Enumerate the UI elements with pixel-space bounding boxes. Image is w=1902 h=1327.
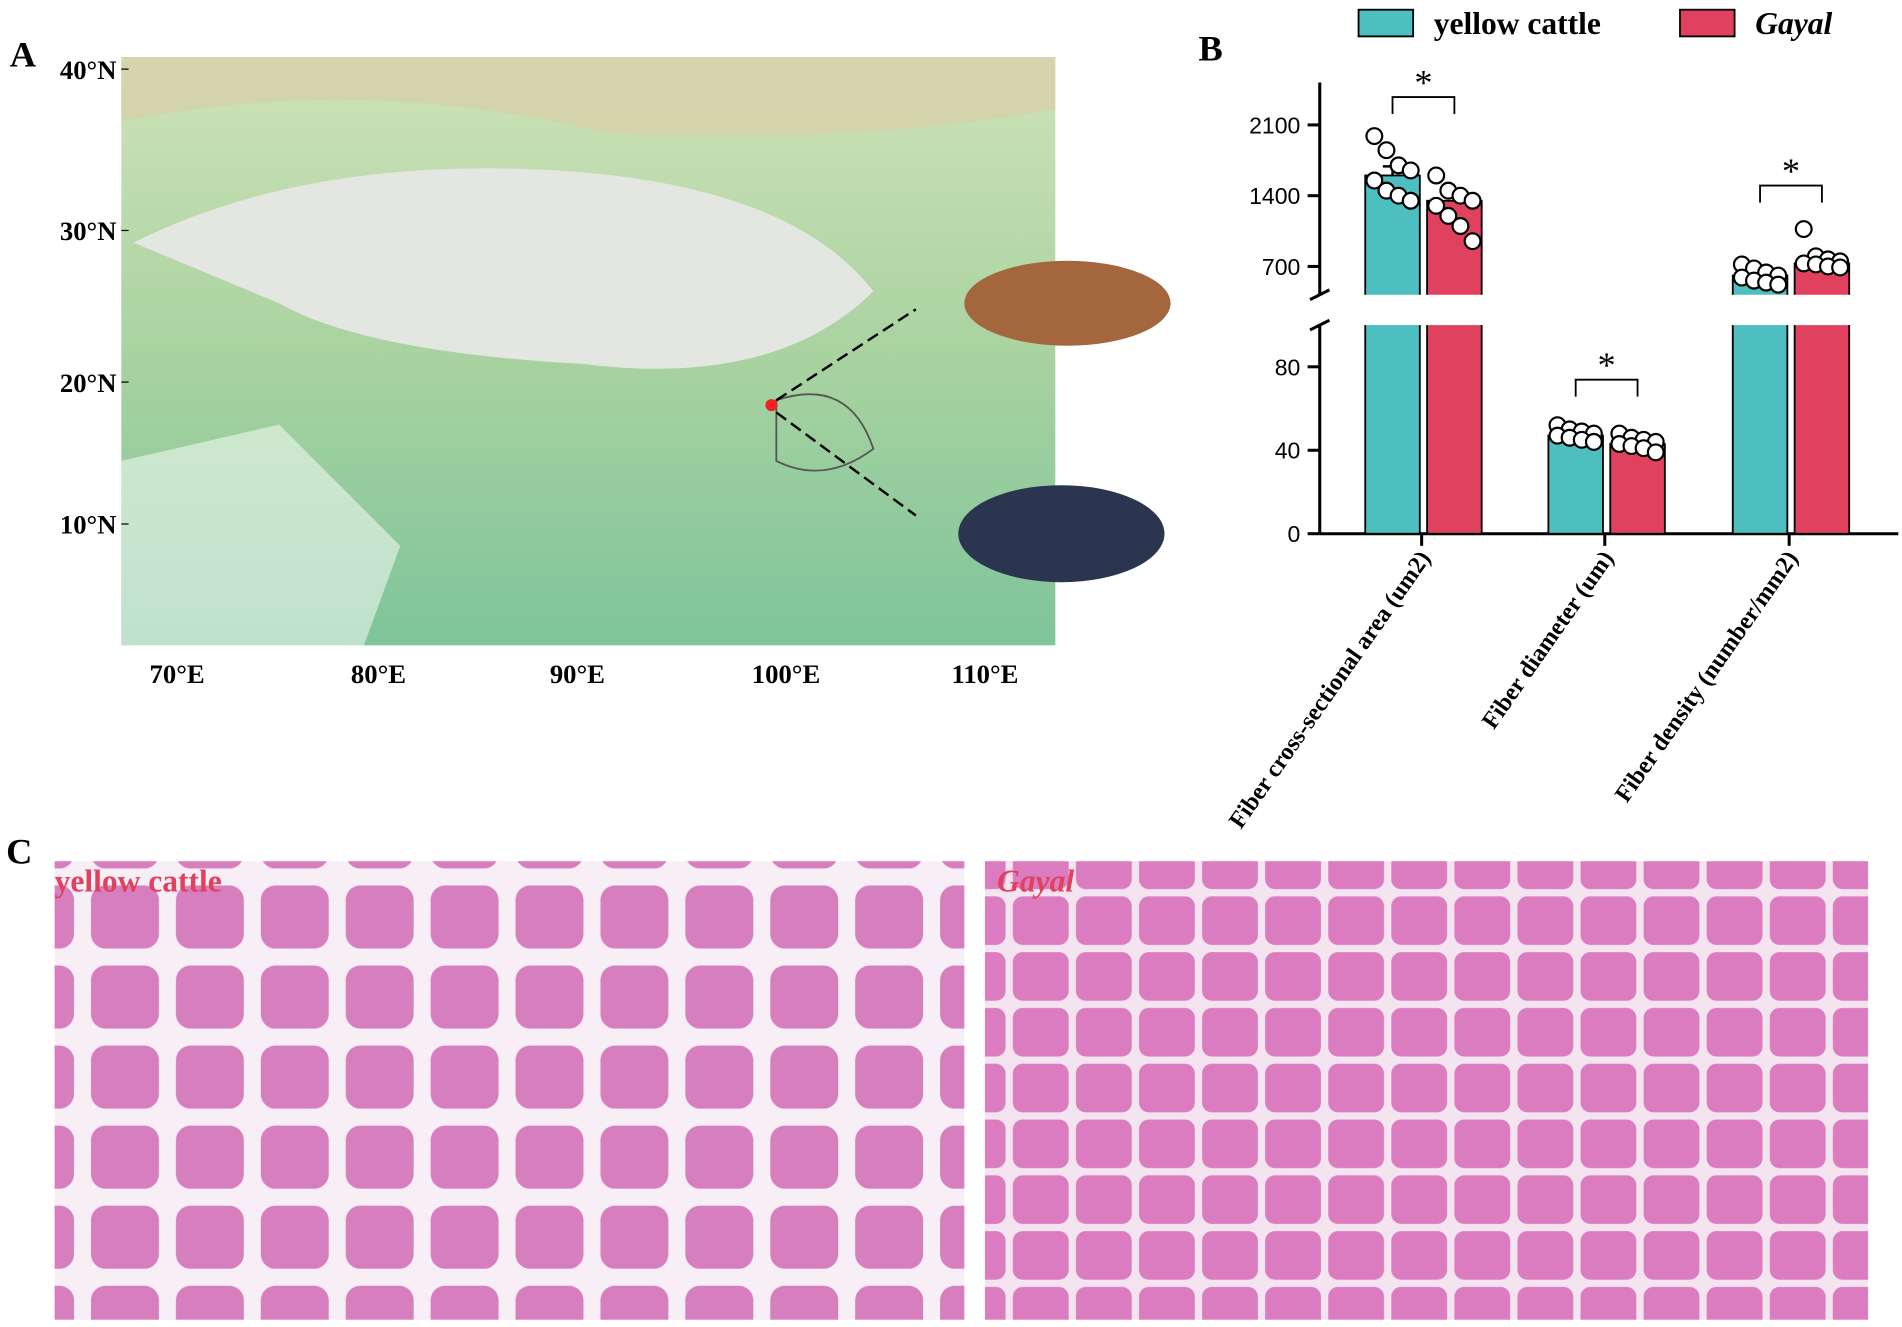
longitude-label: 110°E bbox=[951, 659, 1018, 689]
axis-break bbox=[1309, 288, 1331, 301]
data-point bbox=[1365, 127, 1384, 146]
bar bbox=[1793, 325, 1851, 534]
significance-star: * bbox=[1414, 63, 1432, 103]
bar bbox=[1426, 325, 1483, 534]
latitude-label: 10°N bbox=[60, 510, 117, 540]
y-tick-label: 700 bbox=[1262, 254, 1300, 280]
bar bbox=[1364, 325, 1421, 534]
data-point bbox=[1427, 196, 1446, 215]
x-tick-label: Fiber cross-sectional area (um2) bbox=[1224, 546, 1437, 833]
data-point bbox=[1646, 443, 1665, 462]
data-point bbox=[1463, 232, 1482, 251]
histology-image bbox=[54, 861, 965, 1320]
data-point bbox=[1439, 206, 1458, 225]
y-tick-label: 1400 bbox=[1249, 183, 1300, 209]
data-point bbox=[1377, 141, 1396, 160]
panel-label: A bbox=[10, 35, 36, 75]
data-point bbox=[1451, 217, 1470, 235]
panel-label: B bbox=[1198, 29, 1222, 69]
data-point bbox=[1401, 161, 1420, 180]
histology-image bbox=[984, 861, 1869, 1320]
significance-star: * bbox=[1782, 151, 1800, 191]
longitude-label: 100°E bbox=[752, 659, 820, 689]
map bbox=[121, 57, 1171, 646]
axis-break bbox=[1309, 318, 1331, 332]
panel-label: C bbox=[6, 832, 32, 872]
image-label: Gayal bbox=[997, 864, 1074, 899]
latitude-label: 20°N bbox=[60, 368, 117, 398]
x-tick-label: Fiber diameter (um) bbox=[1477, 546, 1620, 734]
data-point bbox=[1794, 220, 1813, 239]
significance-bracket bbox=[1574, 378, 1639, 397]
latitude-label: 40°N bbox=[60, 55, 117, 85]
significance-bracket bbox=[1391, 96, 1456, 115]
data-point bbox=[1401, 191, 1420, 210]
legend-swatch bbox=[1357, 8, 1415, 38]
longitude-label: 80°E bbox=[351, 659, 406, 689]
legend-label: Gayal bbox=[1755, 6, 1832, 41]
longitude-label: 70°E bbox=[150, 659, 205, 689]
legend-swatch bbox=[1679, 8, 1736, 38]
data-point bbox=[1463, 191, 1482, 210]
y-tick-label: 0 bbox=[1288, 521, 1301, 547]
legend-label: yellow cattle bbox=[1434, 6, 1601, 41]
longitude-label: 90°E bbox=[550, 659, 605, 689]
significance-star: * bbox=[1598, 345, 1616, 385]
image-label: yellow cattle bbox=[55, 864, 222, 899]
data-point bbox=[1365, 171, 1384, 190]
x-tick-label: Fiber density (number/mm2) bbox=[1610, 546, 1804, 807]
data-point bbox=[1769, 275, 1788, 294]
latitude-label: 30°N bbox=[60, 216, 117, 246]
y-tick-label: 80 bbox=[1275, 354, 1301, 380]
y-tick-label: 2100 bbox=[1249, 112, 1300, 138]
data-point bbox=[1831, 258, 1850, 277]
data-point bbox=[1427, 166, 1446, 185]
bar bbox=[1731, 325, 1789, 534]
y-tick-label: 40 bbox=[1275, 438, 1301, 464]
data-point bbox=[1584, 432, 1603, 451]
significance-bracket bbox=[1759, 184, 1823, 203]
